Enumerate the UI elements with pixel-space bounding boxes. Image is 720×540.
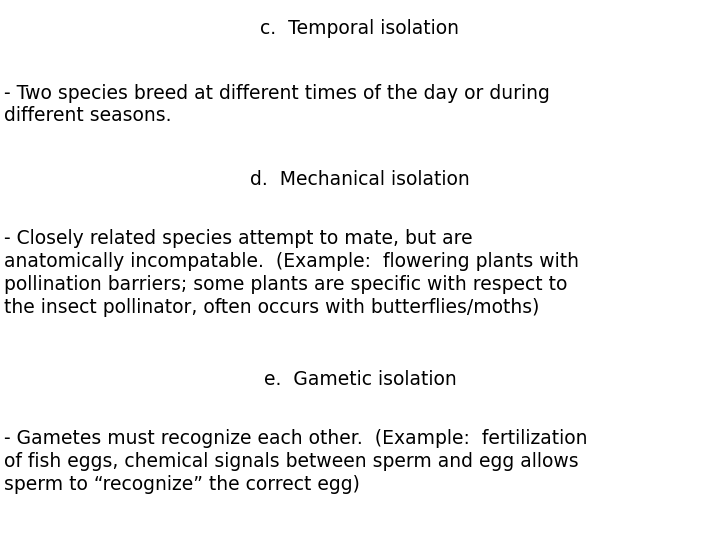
Text: e.  Gametic isolation: e. Gametic isolation — [264, 370, 456, 389]
Text: d.  Mechanical isolation: d. Mechanical isolation — [250, 170, 470, 189]
Text: - Closely related species attempt to mate, but are
anatomically incompatable.  (: - Closely related species attempt to mat… — [4, 230, 579, 317]
Text: - Two species breed at different times of the day or during
different seasons.: - Two species breed at different times o… — [4, 84, 549, 125]
Text: c.  Temporal isolation: c. Temporal isolation — [261, 19, 459, 38]
Text: - Gametes must recognize each other.  (Example:  fertilization
of fish eggs, che: - Gametes must recognize each other. (Ex… — [4, 429, 587, 494]
